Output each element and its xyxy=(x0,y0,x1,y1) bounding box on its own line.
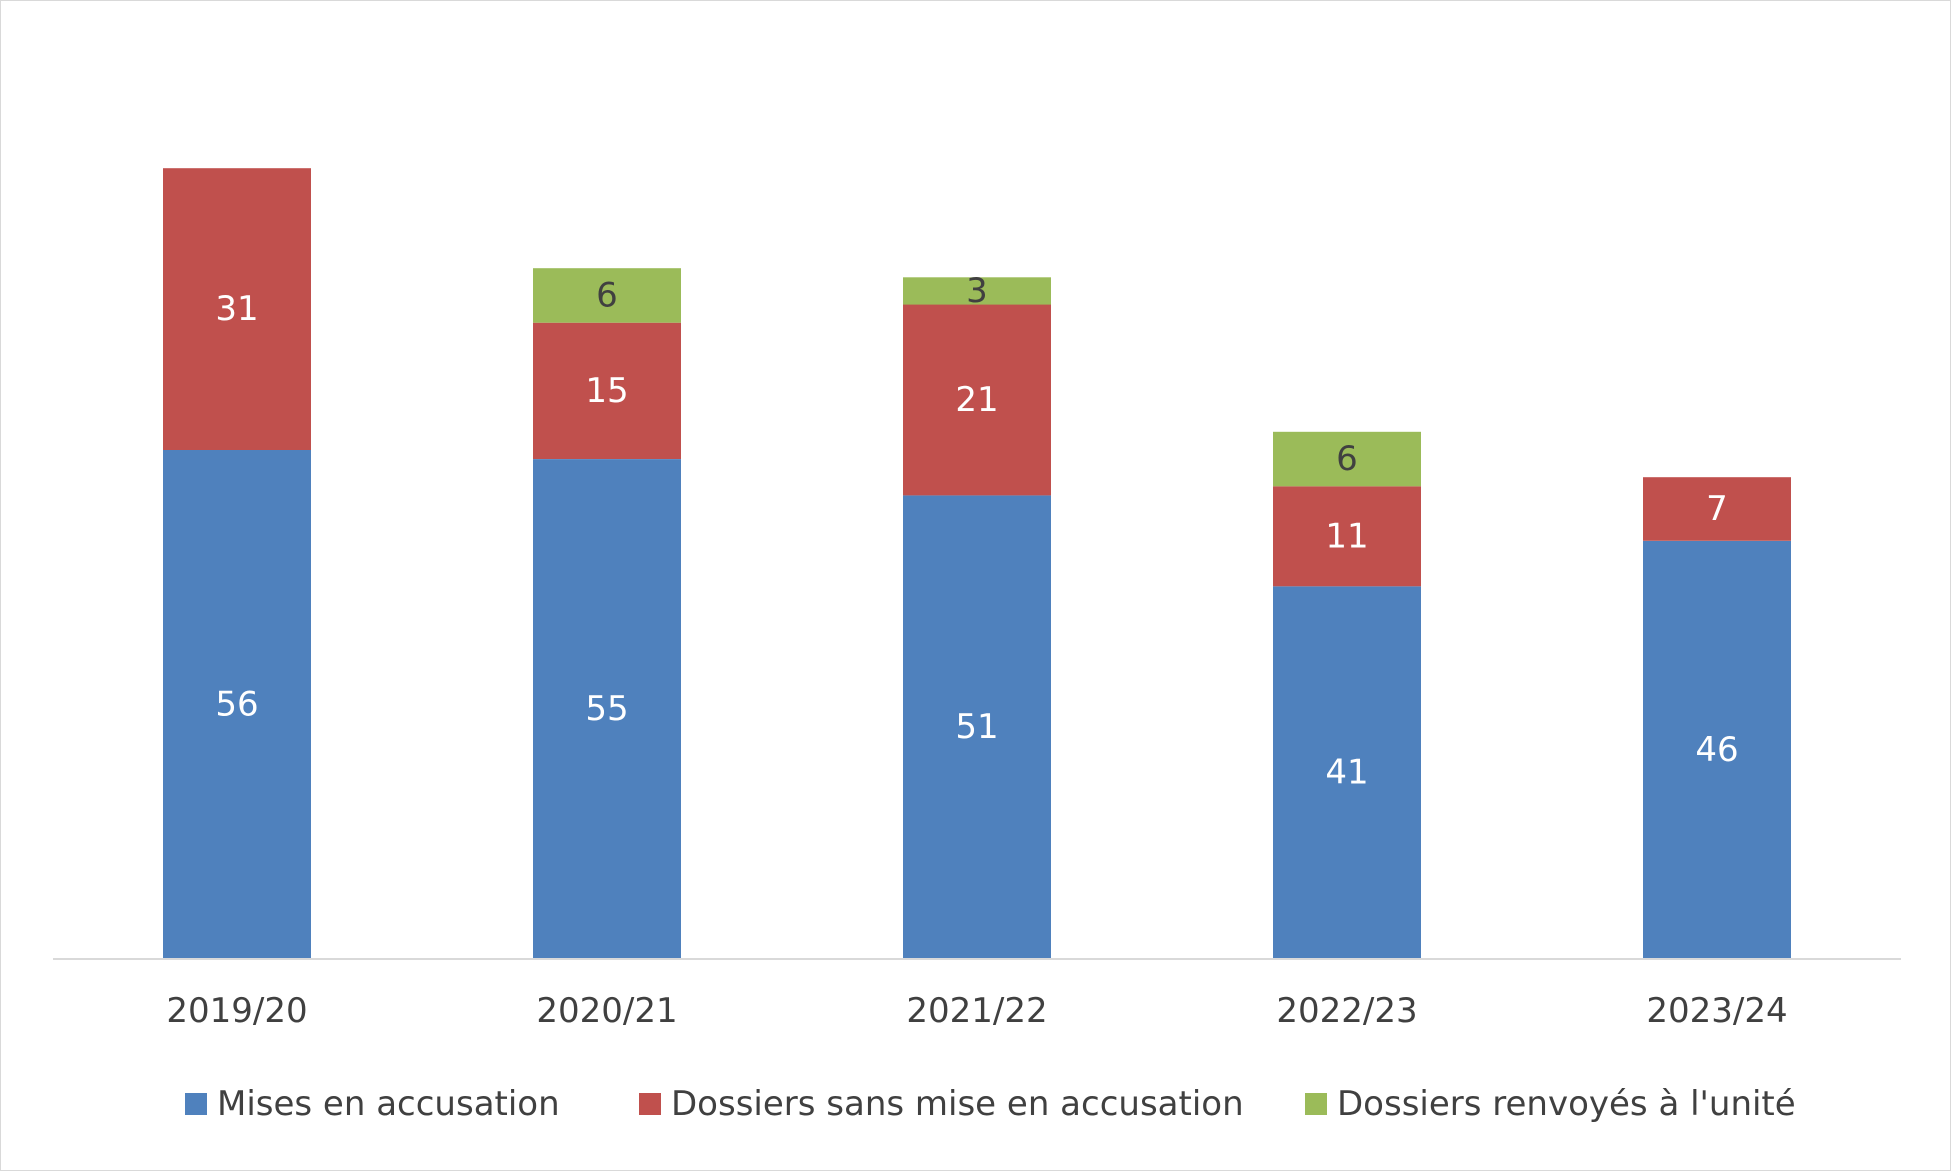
x-tick-label: 2020/21 xyxy=(536,991,677,1031)
bar-2022-23-series-1 xyxy=(1273,486,1421,587)
data-label: 56 xyxy=(215,685,258,725)
bar-2023-24-series-0 xyxy=(1643,540,1791,959)
data-label: 11 xyxy=(1325,516,1368,556)
x-tick-label: 2023/24 xyxy=(1646,991,1787,1031)
data-label: 3 xyxy=(966,271,988,311)
data-label: 21 xyxy=(955,380,998,420)
data-label: 51 xyxy=(955,707,998,747)
legend: Mises en accusation Dossiers sans mise en… xyxy=(185,1084,1796,1124)
bar-2019-20-series-0 xyxy=(163,450,311,959)
x-tick-label: 2022/23 xyxy=(1276,991,1417,1031)
data-label: 31 xyxy=(215,289,258,329)
data-label: 15 xyxy=(585,371,628,411)
data-label: 46 xyxy=(1695,730,1738,770)
bar-2021-22-series-1 xyxy=(903,304,1051,496)
legend-label: Dossiers renvoyés à l'unité xyxy=(1337,1084,1796,1124)
bar-2020-21-series-0 xyxy=(533,459,681,959)
data-label: 41 xyxy=(1325,753,1368,793)
data-label: 7 xyxy=(1706,489,1728,529)
bar-2022-23-series-0 xyxy=(1273,586,1421,959)
bars-layer: 56 31 55 15 6 51 21 3 41 11 6 46 7 xyxy=(163,168,1791,959)
bar-2021-22-series-0 xyxy=(903,495,1051,959)
x-axis-ticks: 2019/20 2020/21 2021/22 2022/23 2023/24 xyxy=(166,991,1787,1031)
legend-label: Mises en accusation xyxy=(217,1084,560,1124)
bar-2022-23-series-2 xyxy=(1273,431,1421,487)
x-tick-label: 2021/22 xyxy=(906,991,1047,1031)
legend-label: Dossiers sans mise en accusation xyxy=(671,1084,1244,1124)
data-label: 55 xyxy=(585,689,628,729)
bar-2020-21-series-1 xyxy=(533,322,681,459)
bar-2021-22-series-2 xyxy=(903,277,1051,305)
data-label: 6 xyxy=(1336,439,1358,479)
bar-2019-20-series-1 xyxy=(163,168,311,450)
legend-item: Dossiers renvoyés à l'unité xyxy=(1305,1084,1796,1124)
data-label: 6 xyxy=(596,275,618,315)
legend-item: Mises en accusation xyxy=(185,1084,560,1124)
bar-2023-24-series-1 xyxy=(1643,477,1791,541)
bar-2020-21-series-2 xyxy=(533,268,681,323)
legend-swatch xyxy=(1305,1093,1327,1115)
x-tick-label: 2019/20 xyxy=(166,991,307,1031)
legend-item: Dossiers sans mise en accusation xyxy=(639,1084,1244,1124)
legend-swatch xyxy=(639,1093,661,1115)
legend-swatch xyxy=(185,1093,207,1115)
